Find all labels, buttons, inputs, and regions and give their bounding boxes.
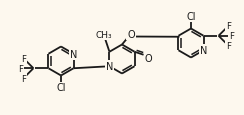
Text: F: F <box>226 22 231 31</box>
Text: O: O <box>127 30 135 40</box>
Text: F: F <box>229 32 234 41</box>
Text: N: N <box>70 49 77 59</box>
Text: CH₃: CH₃ <box>95 31 112 40</box>
Text: F: F <box>21 74 26 83</box>
Text: Cl: Cl <box>56 83 66 93</box>
Text: O: O <box>145 53 152 63</box>
Text: F: F <box>226 42 231 51</box>
Text: N: N <box>106 62 113 72</box>
Text: N: N <box>200 46 207 56</box>
Text: F: F <box>21 54 26 63</box>
Text: F: F <box>18 64 23 73</box>
Text: Cl: Cl <box>186 12 196 22</box>
